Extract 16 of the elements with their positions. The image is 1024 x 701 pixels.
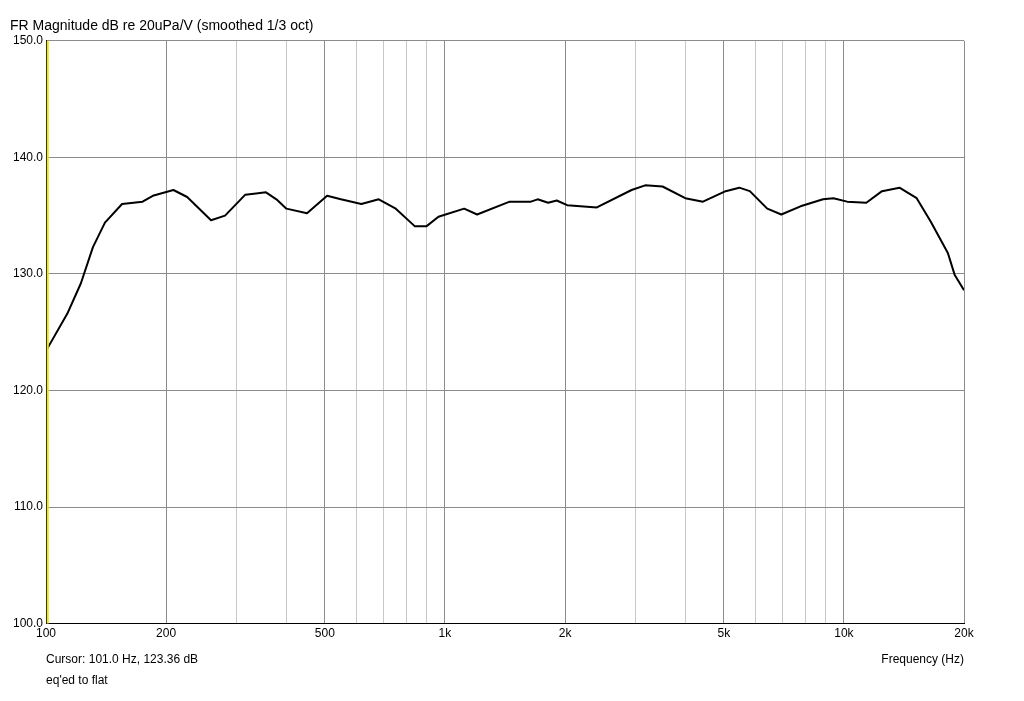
text: eq'ed to flat <box>46 672 109 687</box>
text: Cursor: 101.0 Hz, 123.36 dB <box>46 651 199 666</box>
y-tick-label: 110.0 <box>13 499 44 514</box>
x-tick-label: 5k <box>717 626 732 641</box>
x-tick-label: 200 <box>156 626 177 641</box>
x-axis-title: Frequency (Hz) <box>881 651 964 666</box>
chart-title: FR Magnitude dB re 20uPa/V (smoothed 1/3 oct) <box>10 17 314 34</box>
y-tick-label: 120.0 <box>13 382 44 397</box>
x-tick-label: 500 <box>314 626 336 641</box>
x-tick-label: 2k <box>558 626 573 641</box>
y-tick-label: 150.0 <box>13 33 44 48</box>
y-tick-label: 130.0 <box>13 266 44 281</box>
y-tick-label: 140.0 <box>13 149 44 164</box>
x-tick-label: 1k <box>438 626 453 641</box>
x-tick-label: 20k <box>954 626 975 641</box>
x-tick-label: 10k <box>834 626 855 641</box>
